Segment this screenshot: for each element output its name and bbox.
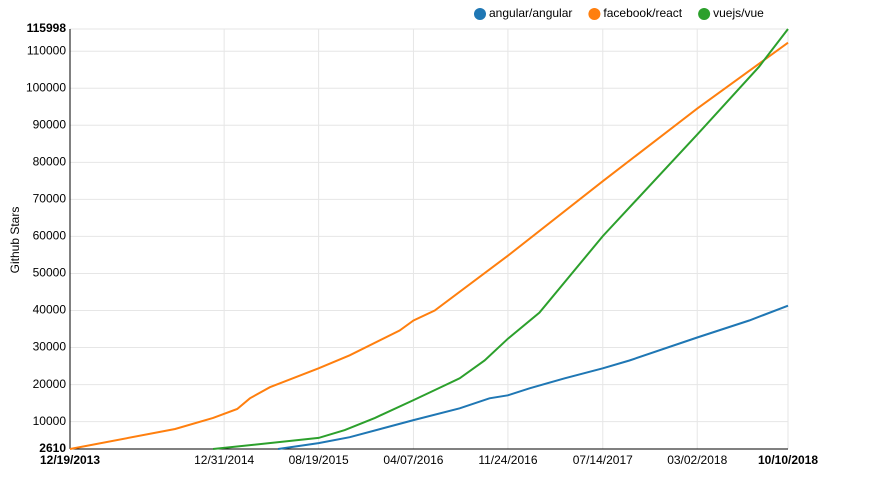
legend-marker — [474, 8, 486, 20]
x-tick-label: 12/19/2013 — [40, 453, 100, 467]
x-tick-label: 08/19/2015 — [289, 453, 349, 467]
y-tick-label: 2610 — [39, 441, 66, 455]
y-tick-label: 20000 — [33, 377, 67, 391]
legend-label: facebook/react — [603, 6, 682, 20]
x-tick-label: 07/14/2017 — [573, 453, 633, 467]
series-line — [277, 304, 789, 450]
legend-label: vuejs/vue — [713, 6, 764, 20]
legend-marker — [698, 8, 711, 20]
series-line — [212, 28, 789, 450]
legend-label: angular/angular — [489, 6, 572, 20]
x-tick-label: 12/31/2014 — [194, 453, 254, 467]
y-tick-label: 115998 — [27, 21, 67, 35]
y-tick-label: 90000 — [33, 117, 67, 131]
series-line — [69, 41, 789, 450]
legend-marker — [588, 8, 601, 20]
y-tick-label: 110000 — [27, 43, 66, 57]
y-tick-label: 80000 — [33, 155, 67, 169]
y-tick-label: 30000 — [33, 340, 67, 354]
x-tick-label: 03/02/2018 — [667, 453, 727, 467]
x-tick-label: 10/10/2018 — [758, 453, 818, 467]
y-tick-label: 40000 — [33, 303, 67, 317]
y-tick-label: 10000 — [33, 414, 67, 428]
y-axis-label: Github Stars — [8, 207, 22, 274]
y-tick-label: 70000 — [33, 192, 67, 206]
y-tick-label: 100000 — [26, 80, 66, 94]
x-tick-label: 11/24/2016 — [478, 453, 537, 467]
y-tick-label: 60000 — [33, 229, 67, 243]
x-tick-label: 04/07/2016 — [383, 453, 443, 467]
legend: angular/angular facebook/react vuejs/vue — [474, 6, 764, 20]
y-tick-label: 50000 — [33, 266, 67, 280]
